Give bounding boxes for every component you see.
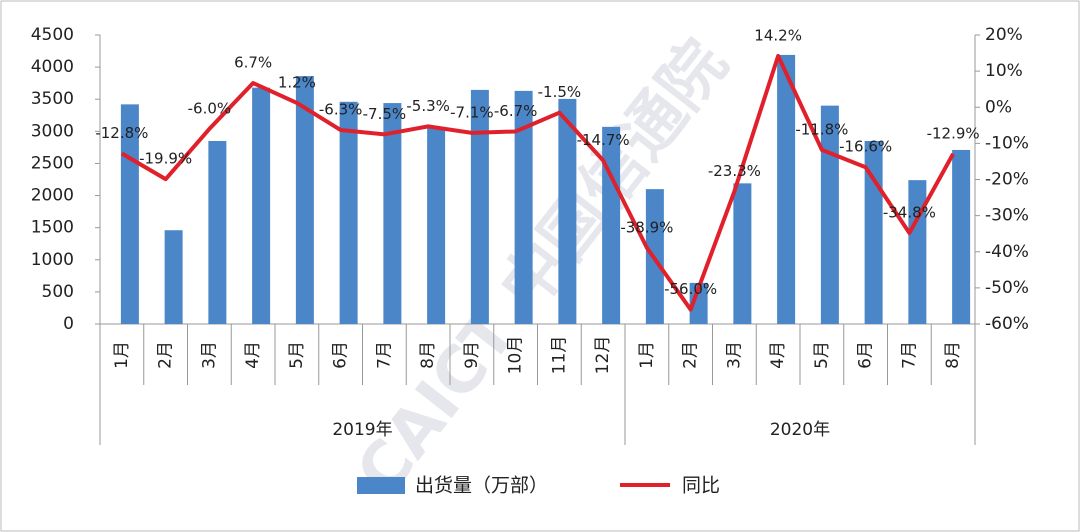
y-tick-label: 3500 <box>31 89 74 109</box>
y-tick-label: 1000 <box>31 250 74 270</box>
legend-swatch <box>357 477 405 494</box>
x-tick-label: 8月 <box>943 341 963 369</box>
x-tick-label: 5月 <box>287 341 307 369</box>
x-tick-label: 3月 <box>724 341 744 369</box>
x-tick-label: 4月 <box>768 341 788 369</box>
bar <box>470 89 489 324</box>
data-label: -11.8% <box>795 120 848 138</box>
bar <box>733 183 752 324</box>
data-label: -56.0% <box>664 280 717 298</box>
x-tick-label: 7月 <box>899 341 919 369</box>
y2-tick-label: -30% <box>985 206 1029 226</box>
bar <box>514 90 533 324</box>
x-tick-label: 11月 <box>549 336 569 375</box>
legend-label: 同比 <box>682 475 720 497</box>
y2-tick-label: -50% <box>985 278 1029 298</box>
bar <box>777 54 796 325</box>
data-label: -6.3% <box>319 101 363 119</box>
data-label: -38.9% <box>620 218 673 236</box>
x-tick-label: 5月 <box>812 341 832 369</box>
bar <box>952 149 971 324</box>
bar <box>164 230 183 324</box>
y2-tick-label: -40% <box>985 242 1029 262</box>
data-label: -7.1% <box>450 103 494 121</box>
x-tick-label: 7月 <box>374 341 394 369</box>
x-tick-label: 9月 <box>462 341 482 369</box>
data-label: -12.9% <box>927 124 980 142</box>
y-tick-label: 1500 <box>31 218 74 238</box>
data-label: -1.5% <box>538 83 582 101</box>
y2-tick-label: -20% <box>985 170 1029 190</box>
data-label: -19.9% <box>139 150 192 168</box>
y-tick-label: 0 <box>63 314 74 334</box>
bar <box>295 76 314 324</box>
x-tick-label: 2月 <box>681 341 701 369</box>
x-tick-label: 4月 <box>243 341 263 369</box>
data-label: -16.6% <box>839 138 892 156</box>
y-tick-label: 500 <box>42 282 74 302</box>
bar <box>558 98 577 324</box>
data-label: -6.7% <box>494 102 538 120</box>
line <box>120 53 955 312</box>
y-tick-label: 4000 <box>31 57 74 77</box>
y-tick-label: 2500 <box>31 153 74 173</box>
data-label: 1.2% <box>278 73 316 91</box>
x-tick-label: 12月 <box>593 336 613 375</box>
x-tick-label: 1月 <box>112 341 132 369</box>
x-tick-label: 8月 <box>418 341 438 369</box>
data-label: -7.5% <box>363 105 407 123</box>
bar <box>208 140 227 324</box>
data-label: -14.7% <box>577 131 630 149</box>
y2-tick-label: 20% <box>985 25 1023 45</box>
x-tick-label: 2月 <box>156 341 176 369</box>
data-label: -12.8% <box>95 124 148 142</box>
x-tick-label: 3月 <box>199 341 219 369</box>
bar <box>908 180 927 324</box>
y-tick-label: 3000 <box>31 121 74 141</box>
group-label: 2019年 <box>332 420 392 440</box>
y2-tick-label: 10% <box>985 61 1023 81</box>
bar <box>427 126 446 325</box>
data-label: -6.0% <box>188 99 232 117</box>
y2-tick-label: -10% <box>985 133 1029 153</box>
x-tick-label: 1月 <box>637 341 657 369</box>
bar <box>602 126 621 325</box>
data-label: 6.7% <box>234 54 272 72</box>
bar <box>339 101 358 325</box>
data-label: -34.8% <box>883 203 936 221</box>
data-label: 14.2% <box>754 26 802 44</box>
bar <box>252 87 271 324</box>
data-label: -5.3% <box>406 97 450 115</box>
legend-label: 出货量（万部） <box>415 475 548 497</box>
y2-tick-label: 0% <box>985 97 1012 117</box>
x-tick-label: 10月 <box>506 336 526 375</box>
y2-tick-label: -60% <box>985 314 1029 334</box>
group-label: 2020年 <box>770 420 830 440</box>
data-label: -23.3% <box>708 162 761 180</box>
x-tick-label: 6月 <box>856 341 876 369</box>
y-tick-label: 4500 <box>31 25 74 45</box>
bar <box>820 105 839 325</box>
y-tick-label: 2000 <box>31 186 74 206</box>
x-tick-label: 6月 <box>331 341 351 369</box>
bar <box>689 282 708 324</box>
bar <box>383 103 402 324</box>
